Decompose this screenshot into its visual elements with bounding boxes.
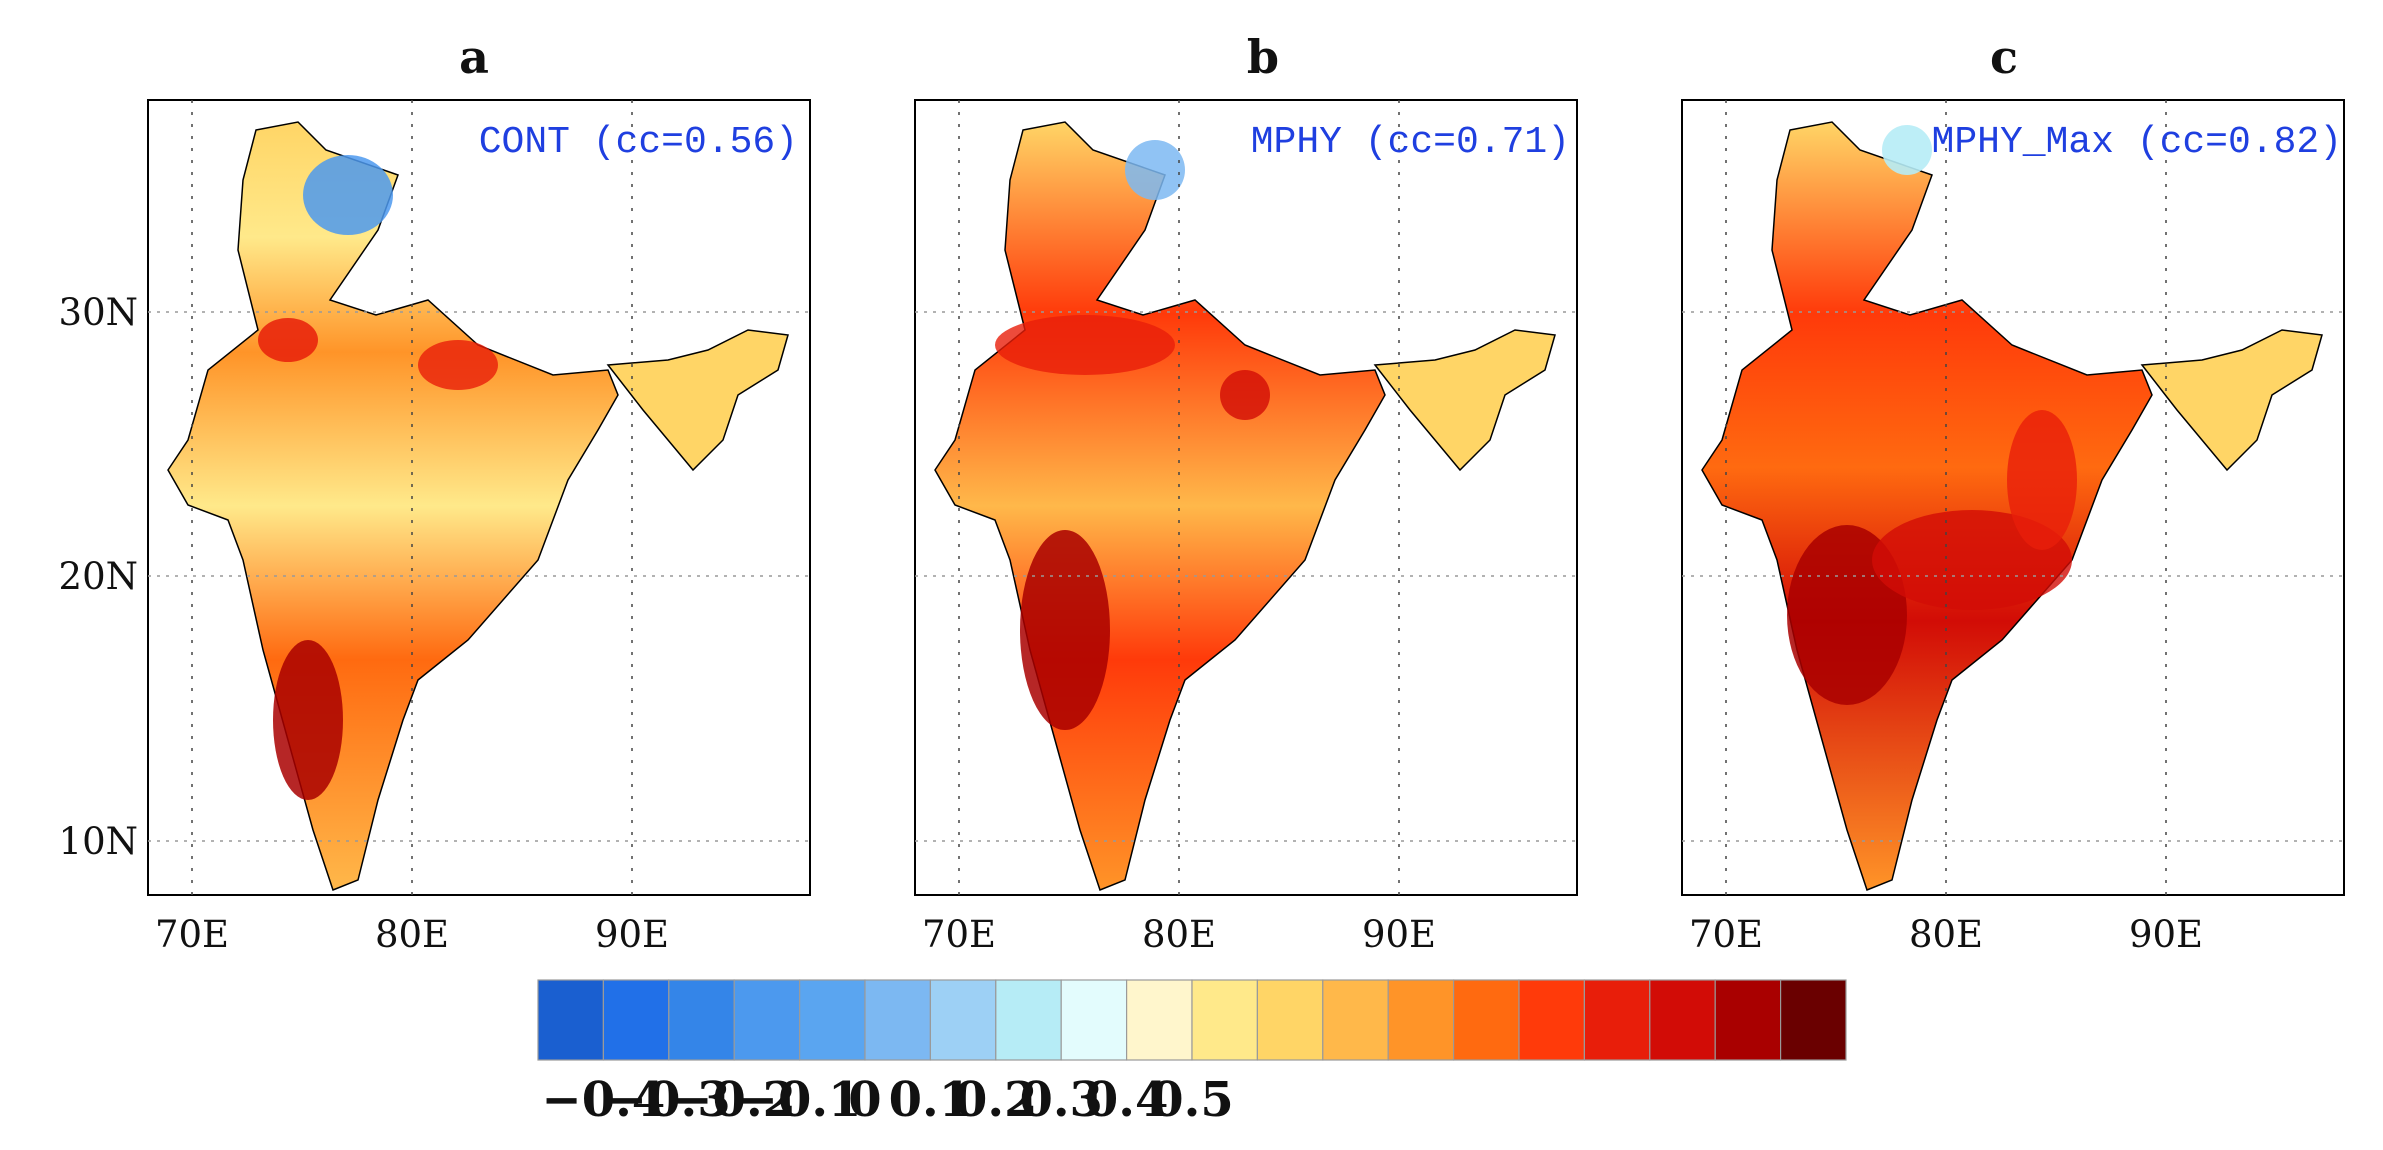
panel-b-lon-ticks: 70E 80E 90E [922,913,1436,956]
panel-b-lon-tick-70e: 70E [922,913,996,956]
panel-b: b MPHY (cc=0.71) 70E 80E 90E [914,30,1578,956]
colorbar-tick-label: −0.4 [542,1072,666,1128]
panel-b-title: b [1247,30,1279,84]
panel-a-title: a [459,30,489,84]
colorbar-box [1191,979,1259,1061]
panel-c-lon-tick-70e: 70E [1689,913,1763,956]
colorbar-box [1714,979,1782,1061]
colorbar-labels: −0.4−0.3−0.2−0.10 0.10.20.30.40.5 [542,1072,1234,1128]
panel-b-cool-blob-north [1125,140,1185,200]
panel-c-grid [1725,100,2167,895]
panel-b-label: MPHY (cc=0.71) [1251,121,1570,164]
panel-b-lon-tick-80e: 80E [1142,913,1216,956]
panel-a-lat-tick-20n: 20N [59,555,138,598]
panel-b-hot-blob-south [1020,530,1110,730]
colorbar-box [1060,979,1128,1061]
colorbar-tick-label: 0 [848,1072,881,1128]
colorbar-box [733,979,801,1061]
panel-c-northeast-shape [2140,329,2323,472]
panel-a-hot-blob-north [258,318,318,362]
panel-b-lat-grid [915,311,1577,842]
colorbar-tick-label: 0.1 [889,1072,973,1128]
colorbar-box [995,979,1062,1061]
colorbar-box [1649,979,1716,1061]
panel-a-map [167,121,789,891]
colorbar-boxes [537,979,1847,1061]
panel-c-india-shape [1701,121,2153,891]
colorbar-tick-label: −0.1 [738,1072,862,1128]
panel-a-lat-ticks: 30N 20N 10N [59,291,138,863]
colorbar: −0.4−0.3−0.2−0.10 0.10.20.30.40.5 [537,979,1847,1128]
panel-a-lat-grid [148,311,810,842]
colorbar-box [1583,979,1651,1061]
panel-c-lon-tick-90e: 90E [2129,913,2203,956]
colorbar-tick-label: 0.5 [1150,1072,1234,1128]
panel-a-hot-blob-east [418,340,498,390]
colorbar-box [1256,979,1324,1061]
colorbar-box [1387,979,1455,1061]
panel-a-cool-blob-north [303,155,393,235]
panel-a-lon-tick-90e: 90E [595,913,669,956]
panel-b-hot-blob-east [1220,370,1270,420]
colorbar-tick-label: 0.3 [1019,1072,1103,1128]
colorbar-tick-label: −0.2 [672,1072,796,1128]
colorbar-box [1452,979,1520,1061]
panel-c: c MPHY_Max (cc=0.82) 70E 80E 90E [1681,30,2345,956]
colorbar-box [929,979,997,1061]
colorbar-tick-label: 0.2 [954,1072,1038,1128]
panel-c-hot-blob-east [2007,410,2077,550]
panel-b-northeast-shape [1373,329,1556,472]
colorbar-box [1779,979,1847,1061]
panel-a: a CONT (cc=0.56) 70E 80E 90E 30N [59,30,811,956]
colorbar-tick-label: 0.4 [1085,1072,1169,1128]
colorbar-box [602,979,670,1061]
panel-c-lon-tick-80e: 80E [1909,913,1983,956]
panel-b-map [934,121,1556,891]
panel-a-lon-tick-80e: 80E [375,913,449,956]
panel-a-lat-tick-10n: 10N [59,820,138,863]
panel-a-northeast-shape [606,329,789,472]
colorbar-box [1125,979,1193,1061]
panel-c-title: c [1990,30,2018,84]
colorbar-box [798,979,866,1061]
panel-a-grid [191,100,633,895]
panel-c-map [1701,121,2323,891]
panel-b-grid [958,100,1400,895]
panel-c-lat-grid [1682,311,2344,842]
colorbar-box [537,979,605,1061]
panel-a-label: CONT (cc=0.56) [479,121,798,164]
colorbar-box [1322,979,1389,1061]
panel-c-lon-ticks: 70E 80E 90E [1689,913,2203,956]
colorbar-box [1518,979,1586,1061]
panel-a-lon-tick-70e: 70E [155,913,229,956]
panel-b-lon-tick-90e: 90E [1362,913,1436,956]
panel-b-hot-blob-north [995,315,1175,375]
colorbar-tick-label: −0.3 [607,1072,731,1128]
panel-a-lon-ticks: 70E 80E 90E [155,913,669,956]
colorbar-box [668,979,735,1061]
panel-a-hot-blob-south [273,640,343,800]
panel-c-cool-blob-north [1882,125,1932,175]
panel-c-label: MPHY_Max (cc=0.82) [1932,121,2342,164]
panel-a-lat-tick-30n: 30N [59,291,138,334]
colorbar-box [864,979,932,1061]
